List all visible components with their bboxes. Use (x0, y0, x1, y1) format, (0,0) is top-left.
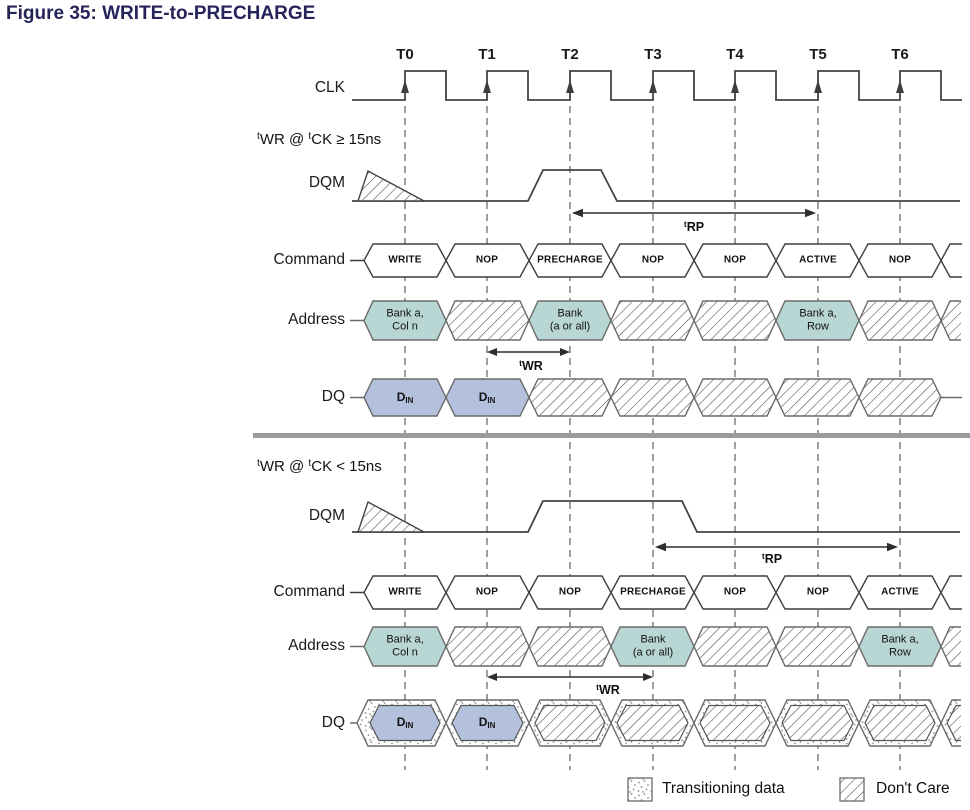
twr-label-1: tWR (519, 358, 543, 373)
address-bus-section-2 (350, 626, 961, 667)
din-cell: DIN (478, 390, 496, 406)
row-label-command-1: Command (273, 251, 346, 268)
din-cell: DIN (478, 715, 496, 731)
twr-arrow-section-1 (487, 348, 570, 356)
address-bus-section-1 (350, 300, 961, 341)
legend-label-dont-care: Don't Care (876, 780, 950, 797)
clock-label-t5: T5 (809, 46, 827, 63)
clock-label-t3: T3 (644, 46, 662, 63)
clk-rising-edge-arrows (401, 80, 904, 93)
clock-label-t6: T6 (891, 46, 909, 63)
clock-label-t1: T1 (478, 46, 496, 63)
address-cell: Bank a, Col n (386, 307, 424, 333)
address-cell: Bank (a or all) (549, 307, 591, 333)
din-cell: DIN (396, 715, 414, 731)
twr-arrow-section-2 (487, 673, 653, 681)
command-cell: ACTIVE (799, 254, 837, 266)
row-label-dq-2: DQ (321, 714, 345, 731)
address-cell: Bank a, Row (799, 307, 837, 333)
section-1-label: tWR @ tCK ≥ 15ns (257, 131, 382, 148)
din-cell: DIN (396, 390, 414, 406)
clock-label-t2: T2 (561, 46, 579, 63)
dqm-waveform-section-2 (352, 500, 960, 533)
command-cell: NOP (723, 586, 747, 598)
command-cell: WRITE (388, 254, 422, 266)
command-cell: NOP (888, 254, 912, 266)
command-cell: NOP (475, 586, 499, 598)
dq-bus-section-1 (350, 378, 962, 417)
address-cell: Bank (a or all) (632, 633, 674, 659)
dqm-dont-care-wedge (357, 169, 425, 202)
trp-arrow-section-1 (572, 208, 816, 218)
trp-label-2: tRP (761, 551, 783, 566)
row-label-command-2: Command (273, 583, 346, 600)
command-cell: PRECHARGE (620, 586, 686, 598)
dq-bus-section-2 (350, 699, 961, 747)
command-cell: NOP (558, 586, 582, 598)
command-cell: NOP (806, 586, 830, 598)
dqm-waveform-section-1 (352, 169, 960, 202)
clock-label-t0: T0 (396, 46, 414, 63)
section-divider (253, 433, 970, 438)
command-cell: NOP (723, 254, 747, 266)
command-cell: ACTIVE (881, 586, 919, 598)
command-cell: WRITE (388, 586, 422, 598)
row-label-dq-1: DQ (321, 388, 345, 405)
address-cell: Bank a, Col n (386, 633, 424, 659)
row-label-dqm-1: DQM (308, 174, 345, 191)
row-label-address-2: Address (288, 637, 345, 654)
address-cell: Bank a, Row (881, 633, 919, 659)
clk-waveform (352, 70, 962, 101)
command-cell: PRECHARGE (537, 254, 603, 266)
legend-swatch-transitioning-data (627, 777, 653, 802)
section-2-label: tWR @ tCK < 15ns (257, 458, 382, 475)
trp-label-1: tRP (683, 219, 705, 234)
command-cell: NOP (641, 254, 665, 266)
clock-label-t4: T4 (726, 46, 744, 63)
row-label-dqm-2: DQM (308, 507, 345, 524)
legend-label-transitioning-data: Transitioning data (662, 780, 785, 797)
figure-title: Figure 35: WRITE-to-PRECHARGE (6, 3, 316, 24)
twr-label-2: tWR (596, 682, 620, 697)
legend-swatches (627, 777, 865, 802)
dqm-dont-care-wedge (357, 500, 425, 533)
command-bus-section-2 (350, 575, 962, 610)
command-cell: NOP (475, 254, 499, 266)
row-label-clk: CLK (314, 79, 345, 96)
row-label-address-1: Address (288, 311, 345, 328)
trp-arrow-section-2 (655, 542, 898, 552)
legend-swatch-dont-care (839, 777, 865, 802)
command-bus-section-1 (350, 243, 962, 278)
